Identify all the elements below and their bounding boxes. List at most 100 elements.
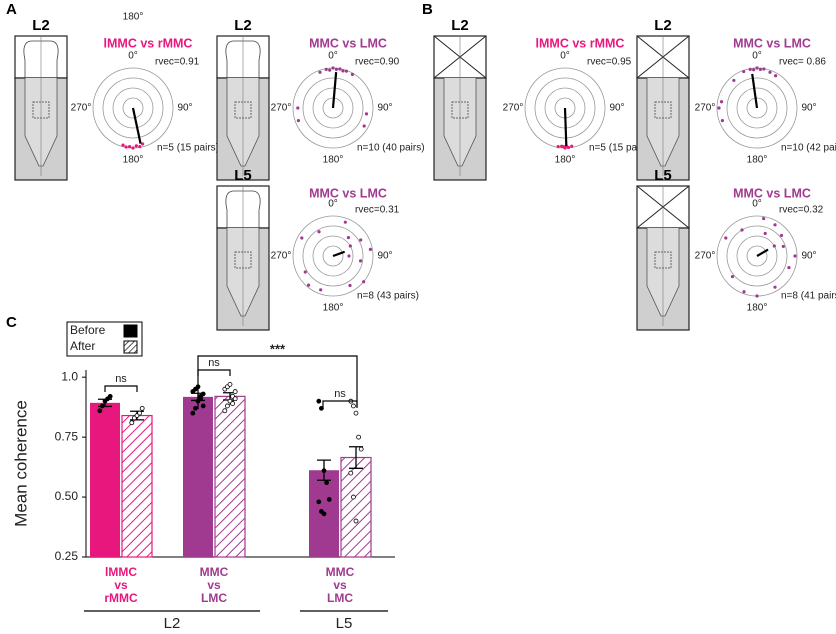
- y-tick-label: 0.75: [55, 429, 79, 443]
- phase-point: [344, 69, 349, 73]
- group-label: L5: [336, 615, 353, 632]
- data-point: [198, 396, 204, 402]
- recording-site: [234, 101, 252, 119]
- phase-point: [331, 66, 335, 70]
- phase-point: [752, 68, 756, 72]
- panel-label: A: [6, 1, 17, 18]
- angle-label: 270°: [271, 103, 292, 114]
- data-point: [350, 403, 356, 409]
- phase-point: [348, 244, 352, 248]
- phase-point: [341, 69, 345, 73]
- sig-label: ns: [208, 357, 220, 369]
- data-point: [350, 494, 356, 500]
- polar-ring: [322, 245, 344, 267]
- angle-label: 0°: [328, 51, 338, 62]
- phase-point: [319, 288, 323, 292]
- polar-title: lMMC vs rMMC: [104, 36, 193, 50]
- category-label-line: vs: [207, 578, 221, 592]
- data-point: [353, 518, 359, 524]
- stray-label: 180°: [123, 12, 144, 23]
- data-point: [227, 381, 233, 387]
- section-label: L2: [451, 17, 469, 34]
- phase-point: [134, 144, 138, 148]
- category-label-line: MMC: [200, 565, 229, 579]
- error-bar: [349, 446, 363, 469]
- angle-label: 270°: [503, 103, 524, 114]
- angle-label: 180°: [747, 303, 768, 314]
- section-label: L5: [234, 167, 252, 184]
- angle-label: 0°: [328, 199, 338, 210]
- bar: [214, 395, 246, 558]
- polar-ring: [746, 97, 768, 119]
- phase-point: [296, 118, 301, 123]
- rvec-label: rvec=0.91: [155, 57, 200, 68]
- angle-label: 90°: [609, 103, 624, 114]
- phase-point: [348, 283, 352, 288]
- polar-ring: [102, 77, 164, 139]
- category-label-line: LMC: [327, 591, 353, 605]
- angle-label: 0°: [752, 51, 762, 62]
- mean-vector: [563, 107, 568, 147]
- data-point: [348, 470, 354, 476]
- phase-point: [303, 270, 307, 274]
- recording-site: [32, 101, 50, 119]
- data-point: [139, 405, 145, 411]
- data-point: [97, 408, 103, 414]
- angle-label: 90°: [801, 103, 816, 114]
- recording-site: [654, 251, 672, 269]
- polar-ring: [312, 235, 354, 277]
- phase-point: [755, 294, 759, 298]
- data-point: [224, 403, 230, 409]
- data-point: [100, 403, 105, 409]
- rvec-label: rvec=0.90: [355, 57, 400, 68]
- phase-point: [763, 231, 767, 236]
- polar-ring: [302, 225, 364, 287]
- polar-ring: [726, 225, 788, 287]
- polar-title: MMC vs LMC: [309, 36, 387, 50]
- sig-bracket: [104, 385, 138, 392]
- phase-point: [350, 72, 354, 76]
- category-label-line: lMMC: [105, 565, 137, 579]
- legend-swatch: [123, 340, 138, 354]
- data-point: [192, 405, 198, 411]
- phase-point: [730, 274, 735, 279]
- data-point: [107, 393, 113, 399]
- angle-label: 270°: [695, 251, 716, 262]
- phase-point: [748, 67, 752, 71]
- category-label-line: LMC: [201, 591, 227, 605]
- angle-label: 90°: [177, 103, 192, 114]
- phase-point: [334, 67, 338, 71]
- phase-point: [306, 283, 311, 287]
- section-label: L5: [654, 167, 672, 184]
- polar-title: MMC vs LMC: [309, 186, 387, 200]
- sig-label: ***: [270, 341, 286, 356]
- phase-point: [719, 100, 724, 104]
- phase-point: [772, 244, 776, 248]
- polar-ring: [292, 215, 374, 297]
- section-label: L2: [234, 17, 252, 34]
- category-label: MMC vs LMC: [200, 565, 229, 605]
- angle-label: 180°: [123, 155, 144, 166]
- category-label-line: rMMC: [104, 591, 138, 605]
- data-point: [137, 410, 143, 416]
- polar-ring: [746, 245, 768, 267]
- phase-point: [758, 67, 762, 71]
- polar-title: MMC vs LMC: [733, 36, 811, 50]
- phase-point: [773, 223, 777, 227]
- angle-label: 90°: [377, 103, 392, 114]
- phase-point: [121, 143, 125, 147]
- polar-ring: [736, 235, 778, 277]
- data-point: [353, 410, 359, 416]
- phase-point: [779, 233, 784, 238]
- n-label: n=5 (15 pairs): [157, 143, 219, 154]
- y-tick-label: 0.50: [55, 489, 79, 503]
- data-point: [324, 480, 330, 486]
- phase-point: [346, 236, 351, 240]
- rvec-label: rvec=0.32: [779, 205, 824, 216]
- polar-ring: [726, 77, 788, 139]
- category-label-line: vs: [333, 578, 347, 592]
- panel-label: B: [422, 1, 433, 18]
- n-label: n=10 (42 pairs): [781, 143, 836, 154]
- data-point: [129, 420, 135, 426]
